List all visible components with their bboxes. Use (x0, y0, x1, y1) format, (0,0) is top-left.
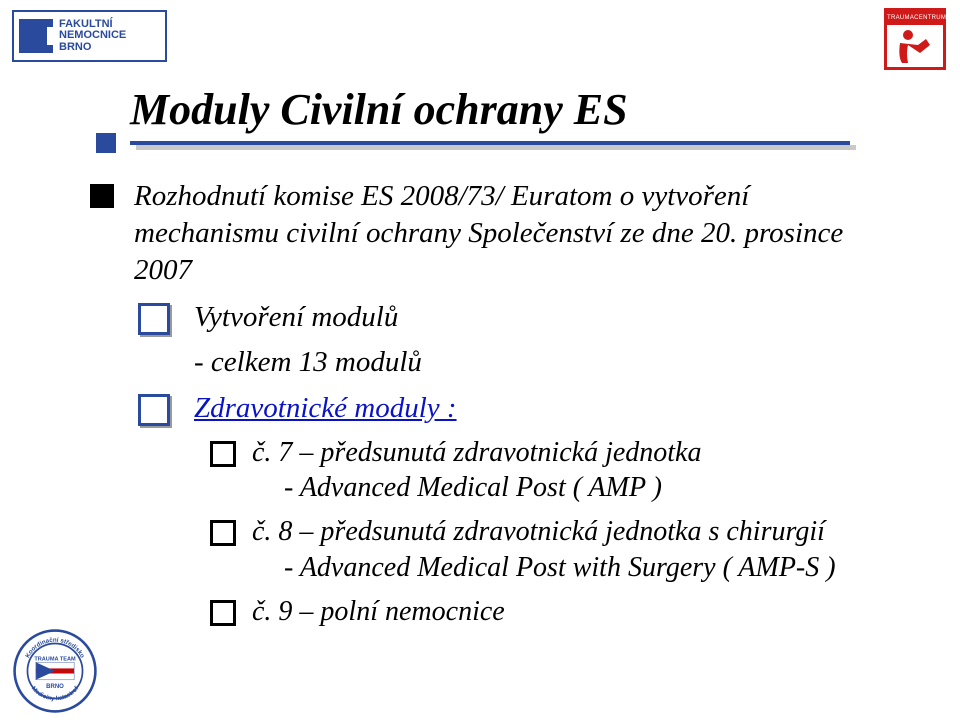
hospital-logo-line: BRNO (59, 42, 126, 54)
slide-title-area: Moduly Civilní ochrany ES (130, 84, 850, 145)
slide-title: Moduly Civilní ochrany ES (130, 84, 850, 135)
trauma-logo: TRAUMACENTRUM (884, 8, 946, 70)
bullet-lvl2: Vytvoření modulů (138, 299, 890, 336)
bullet-lvl3: č. 8 – předsunutá zdravotnická jednotka … (210, 514, 890, 586)
hospital-logo: FAKULTNÍ NEMOCNICE BRNO (12, 10, 167, 62)
badge-line2: BRNO (46, 684, 64, 690)
slide-body: Rozhodnutí komise ES 2008/73/ Euratom o … (90, 178, 890, 638)
bullet-lvl1: Rozhodnutí komise ES 2008/73/ Euratom o … (90, 178, 890, 289)
bullet-text: Vytvoření modulů (194, 301, 398, 333)
badge-line1: TRAUMA TEAM (34, 657, 76, 663)
person-icon (894, 27, 936, 65)
hospital-logo-mark (19, 19, 53, 53)
trauma-logo-label: TRAUMACENTRUM (887, 11, 943, 25)
bullet-lvl2: Zdravotnické moduly : (138, 390, 890, 427)
title-underline (130, 141, 850, 145)
bullet-lvl3: č. 7 – předsunutá zdravotnická jednotka … (210, 435, 890, 507)
title-underline-shadow (136, 145, 856, 150)
link-text[interactable]: Zdravotnické moduly : (194, 392, 457, 424)
bullet-lvl3: č. 9 – polní nemocnice (210, 594, 890, 630)
bullet-text: - celkem 13 modulů (194, 346, 422, 378)
bullet-text: č. 7 – předsunutá zdravotnická jednotka (252, 437, 701, 468)
bullet-subtext: - Advanced Medical Post with Surgery ( A… (252, 550, 890, 586)
hospital-logo-text: FAKULTNÍ NEMOCNICE BRNO (59, 19, 126, 54)
bullet-subtext: - Advanced Medical Post ( AMP ) (252, 470, 890, 506)
bullet-text: č. 9 – polní nemocnice (252, 596, 505, 627)
bullet-lvl2-sub: - celkem 13 modulů (138, 344, 890, 381)
bullet-text: Rozhodnutí komise ES 2008/73/ Euratom o … (134, 180, 843, 286)
coordination-badge: Koordinační středisko Medicíny katastrof… (12, 628, 98, 714)
bullet-text: č. 8 – předsunutá zdravotnická jednotka … (252, 516, 825, 547)
